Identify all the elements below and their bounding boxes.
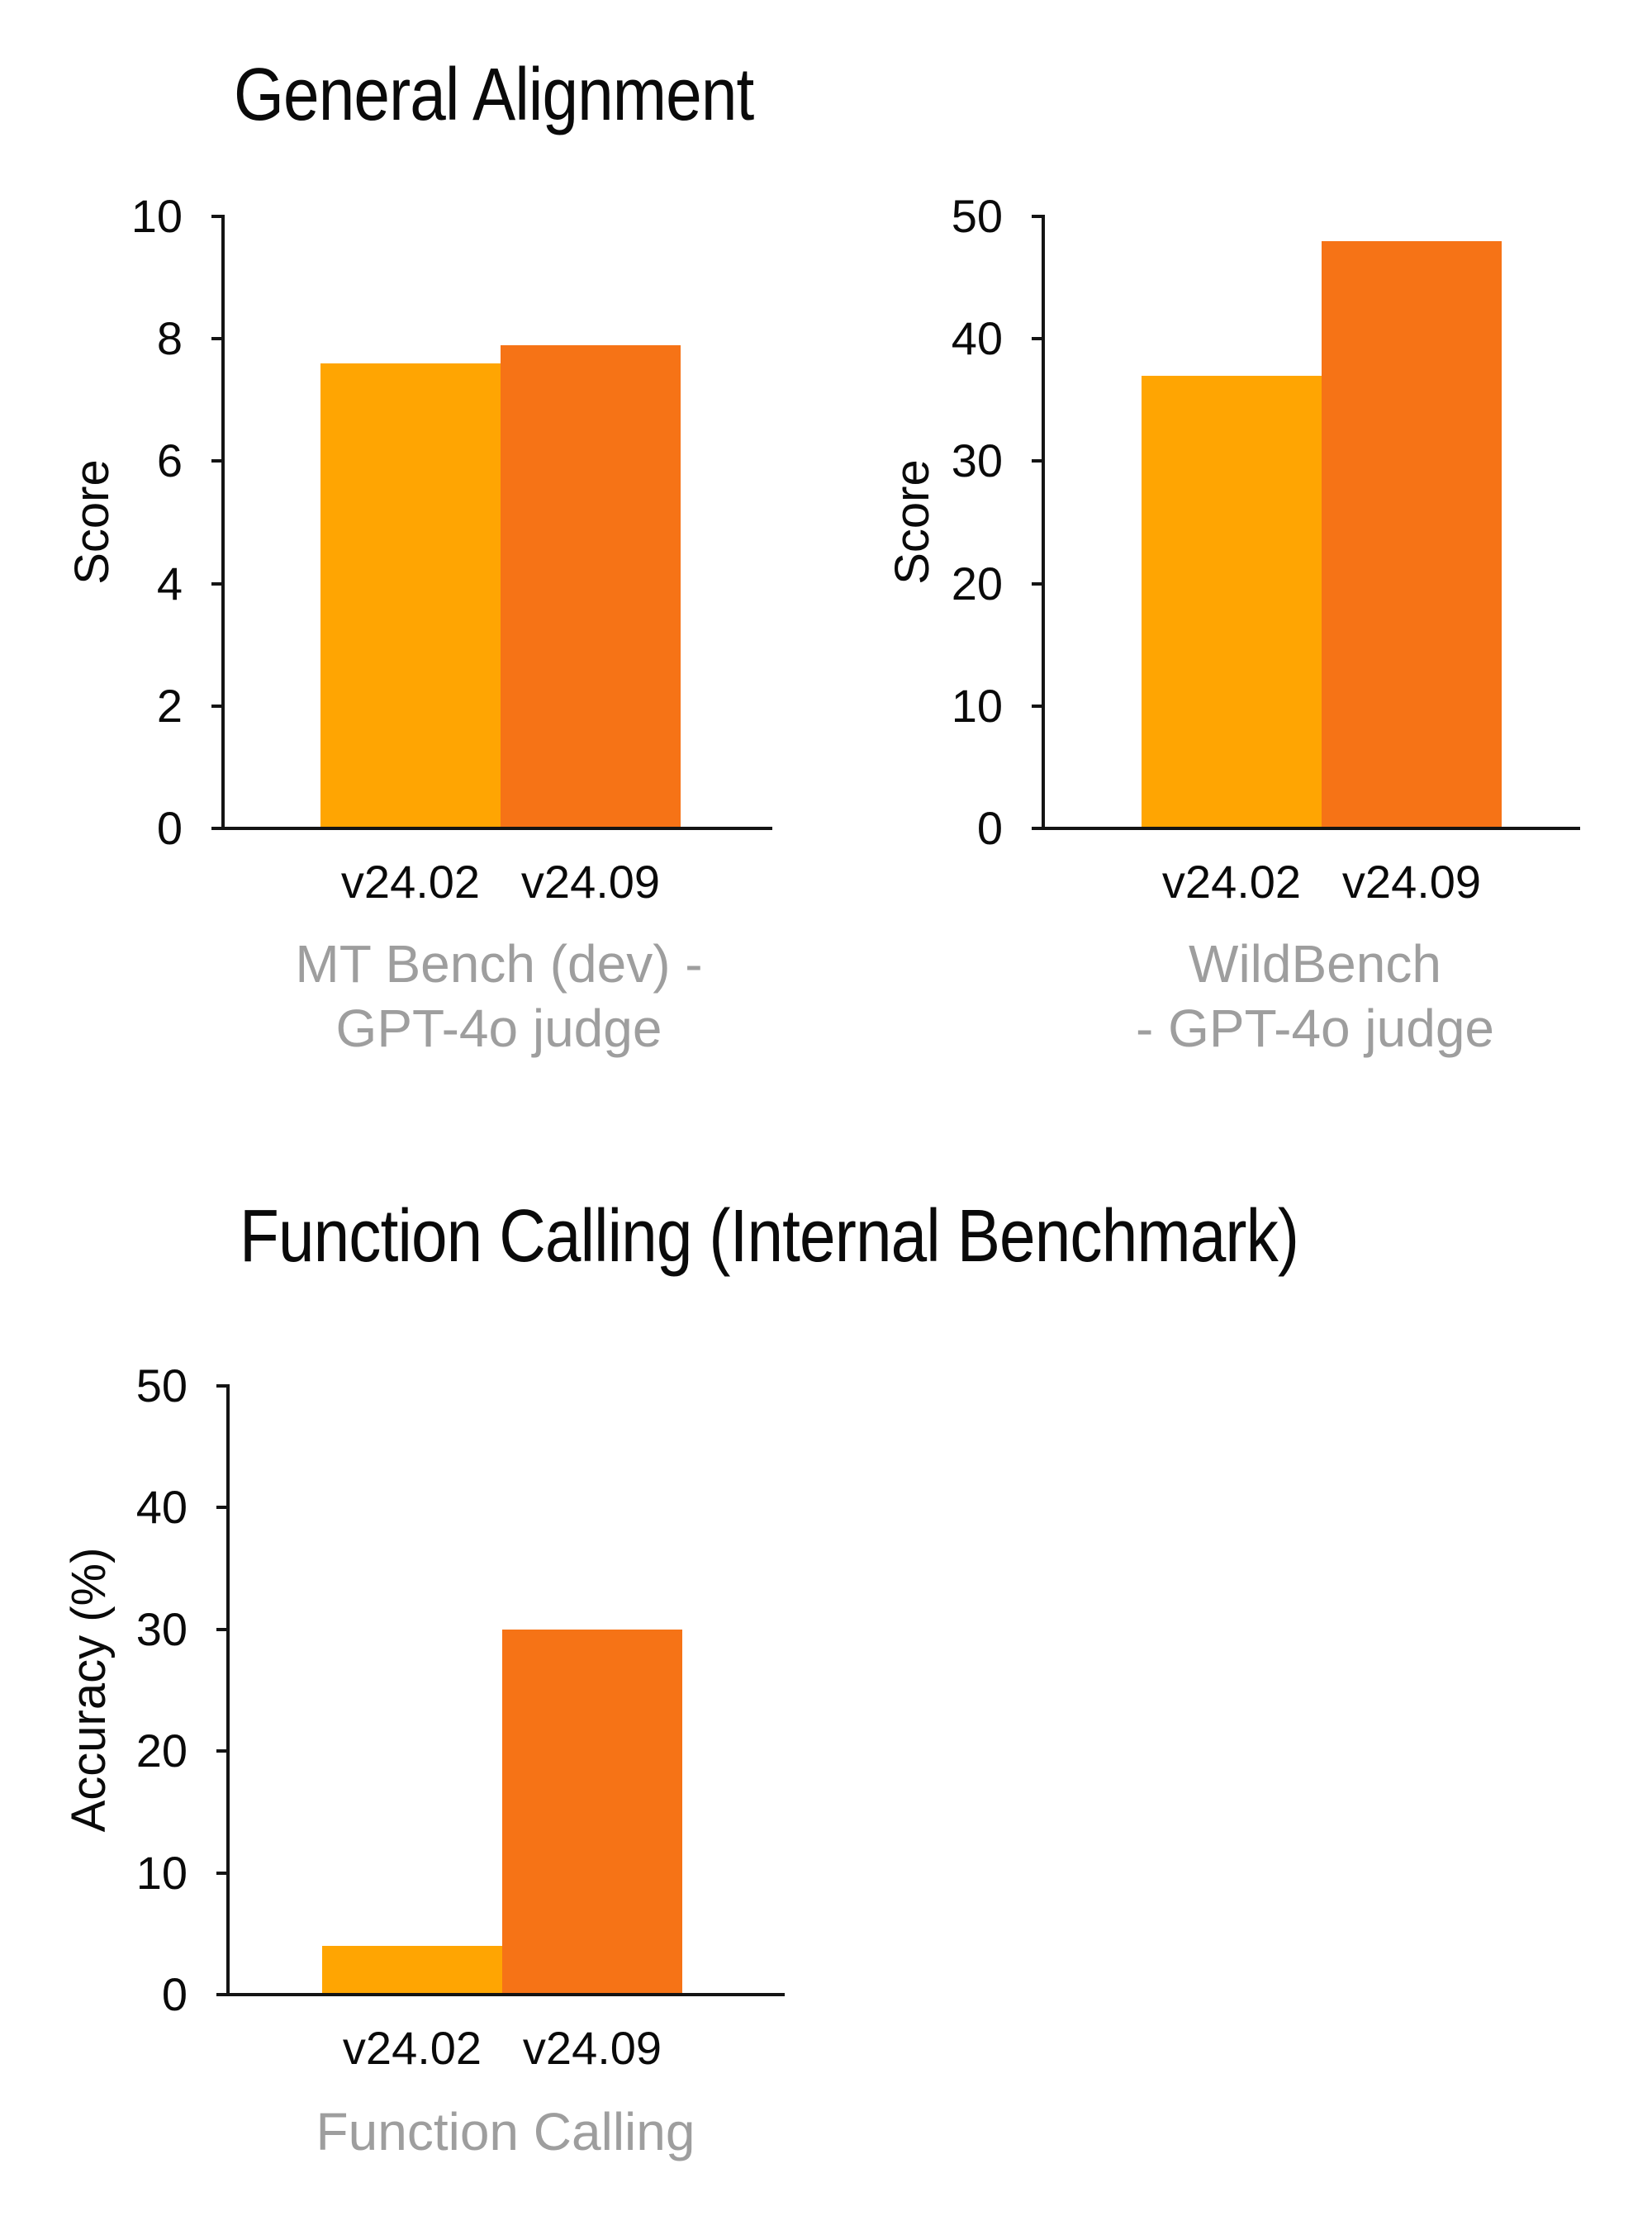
y-tick-mark [216,1384,226,1388]
y-tick-label: 10 [131,190,183,242]
y-axis-title: Score [885,459,939,585]
y-tick-mark [1032,337,1042,340]
y-tick-label: 10 [951,680,1003,732]
benchmark-caption: MT Bench (dev) - GPT-4o judge [160,932,838,1060]
y-tick-mark [216,1872,226,1875]
benchmark-caption: Function Calling [167,2100,844,2164]
x-axis-line [1042,827,1580,830]
y-tick-mark [1032,459,1042,463]
y-tick-label: 0 [976,802,1003,854]
x-axis-line [221,827,772,830]
bar-v24.02 [322,1946,502,1995]
y-axis-title: Accuracy (%) [62,1547,116,1833]
caption-line: Function Calling [316,2102,695,2161]
y-tick-label: 10 [135,1847,188,1899]
y-tick-mark [216,1506,226,1509]
section-title-function-calling: Function Calling (Internal Benchmark) [240,1195,1299,1278]
y-tick-label: 50 [951,190,1003,242]
y-tick-mark [211,582,221,586]
y-tick-label: 40 [951,312,1003,364]
y-tick-mark [211,337,221,340]
y-axis-line [226,1384,230,1996]
y-tick-mark [1032,827,1042,830]
y-tick-label: 0 [156,802,183,854]
caption-line: MT Bench (dev) - [295,934,703,994]
y-tick-mark [211,827,221,830]
y-tick-mark [1032,215,1042,218]
bar-v24.09 [1322,241,1502,828]
y-tick-label: 2 [156,680,183,732]
bar-v24.09 [501,345,681,828]
y-tick-mark [211,215,221,218]
y-tick-label: 40 [135,1481,188,1533]
y-tick-mark [211,459,221,463]
y-tick-label: 30 [135,1603,188,1655]
caption-line: WildBench [1189,934,1441,994]
section-title-general-alignment: General Alignment [234,54,754,136]
caption-line: - GPT-4o judge [1136,999,1494,1058]
y-tick-label: 6 [156,434,183,486]
x-tick-label-v24.02: v24.02 [1161,856,1302,908]
x-tick-label-v24.09: v24.09 [522,2022,662,2074]
y-tick-label: 20 [951,558,1003,610]
y-tick-label: 30 [951,434,1003,486]
bar-v24.02 [320,363,501,828]
y-axis-line [221,215,225,830]
y-tick-label: 8 [156,312,183,364]
y-tick-label: 0 [161,1968,188,2020]
x-tick-label-v24.09: v24.09 [520,856,661,908]
y-tick-mark [1032,705,1042,708]
y-tick-mark [216,1628,226,1631]
y-tick-mark [1032,582,1042,586]
y-tick-label: 50 [135,1359,188,1412]
y-tick-mark [211,705,221,708]
y-axis-title: Score [65,459,119,585]
y-tick-label: 20 [135,1725,188,1777]
y-tick-mark [216,1993,226,1996]
x-axis-line [226,1993,785,1996]
y-tick-mark [216,1749,226,1753]
x-tick-label-v24.02: v24.02 [342,2022,482,2074]
y-axis-line [1042,215,1045,830]
benchmark-caption: WildBench - GPT-4o judge [976,932,1652,1060]
bar-v24.02 [1142,376,1322,828]
y-tick-label: 4 [156,558,183,610]
x-tick-label-v24.09: v24.09 [1341,856,1482,908]
caption-line: GPT-4o judge [335,999,662,1058]
bar-v24.09 [502,1630,682,1995]
x-tick-label-v24.02: v24.02 [340,856,481,908]
